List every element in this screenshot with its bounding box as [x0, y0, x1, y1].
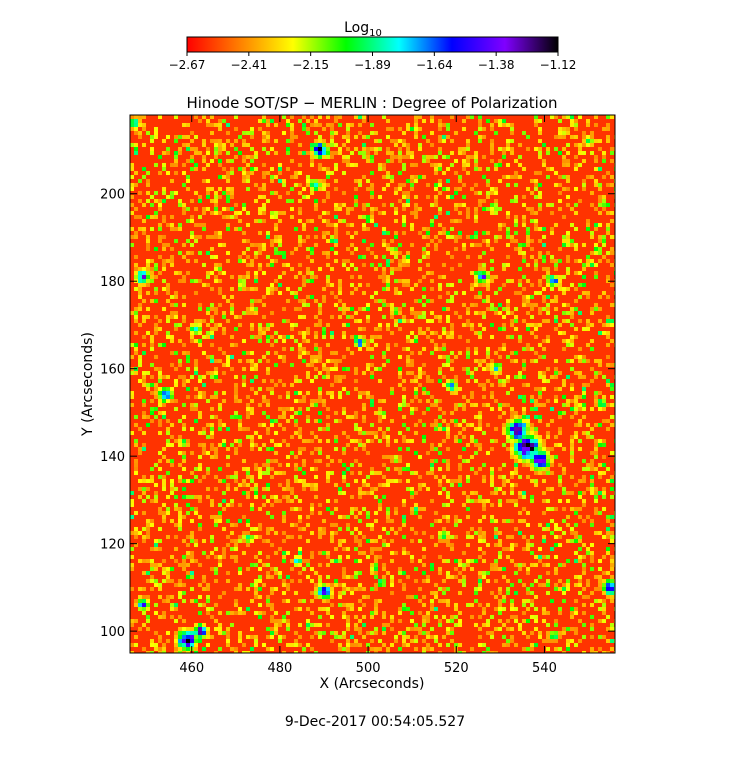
heatmap-cells: [130, 115, 615, 653]
x-axis-ticks: 460 480 500 520 540: [179, 115, 557, 676]
colorbar-tick-label: −2.15: [292, 58, 329, 72]
colorbar-tick-label: −1.89: [354, 58, 391, 72]
y-tick-label: 160: [100, 363, 125, 378]
x-tick-label: 520: [444, 661, 469, 676]
colorbar-tick-label: −1.64: [416, 58, 453, 72]
colorbar-label: Log10: [344, 20, 382, 39]
x-tick-label: 500: [356, 661, 381, 676]
heatmap-area: [130, 115, 615, 653]
colorbar-tick-label: −2.67: [169, 58, 206, 72]
timestamp: 9-Dec-2017 00:54:05.527: [285, 714, 465, 730]
y-tick-label: 100: [100, 625, 125, 640]
chart-title: Hinode SOT/SP − MERLIN : Degree of Polar…: [186, 94, 557, 112]
y-tick-label: 200: [100, 188, 125, 203]
x-tick-label: 480: [267, 661, 292, 676]
x-axis-label: X (Arcseconds): [320, 676, 425, 692]
y-axis-ticks: 100 120 140 160 180 200: [100, 188, 615, 640]
y-tick-label: 180: [100, 275, 125, 290]
x-tick-label: 460: [179, 661, 204, 676]
x-tick-label: 540: [532, 661, 557, 676]
colorbar: [186, 36, 559, 53]
plot-frame: [129, 114, 616, 654]
colorbar-tick-label: −2.41: [230, 58, 267, 72]
y-tick-label: 140: [100, 450, 125, 465]
y-axis-label: Y (Arcseconds): [80, 332, 96, 437]
colorbar-tick-label: −1.38: [478, 58, 515, 72]
y-tick-label: 120: [100, 538, 125, 553]
colorbar-ticks: −2.67 −2.41 −2.15 −1.89 −1.64 −1.38 −1.12: [169, 52, 577, 72]
colorbar-tick-label: −1.12: [540, 58, 577, 72]
